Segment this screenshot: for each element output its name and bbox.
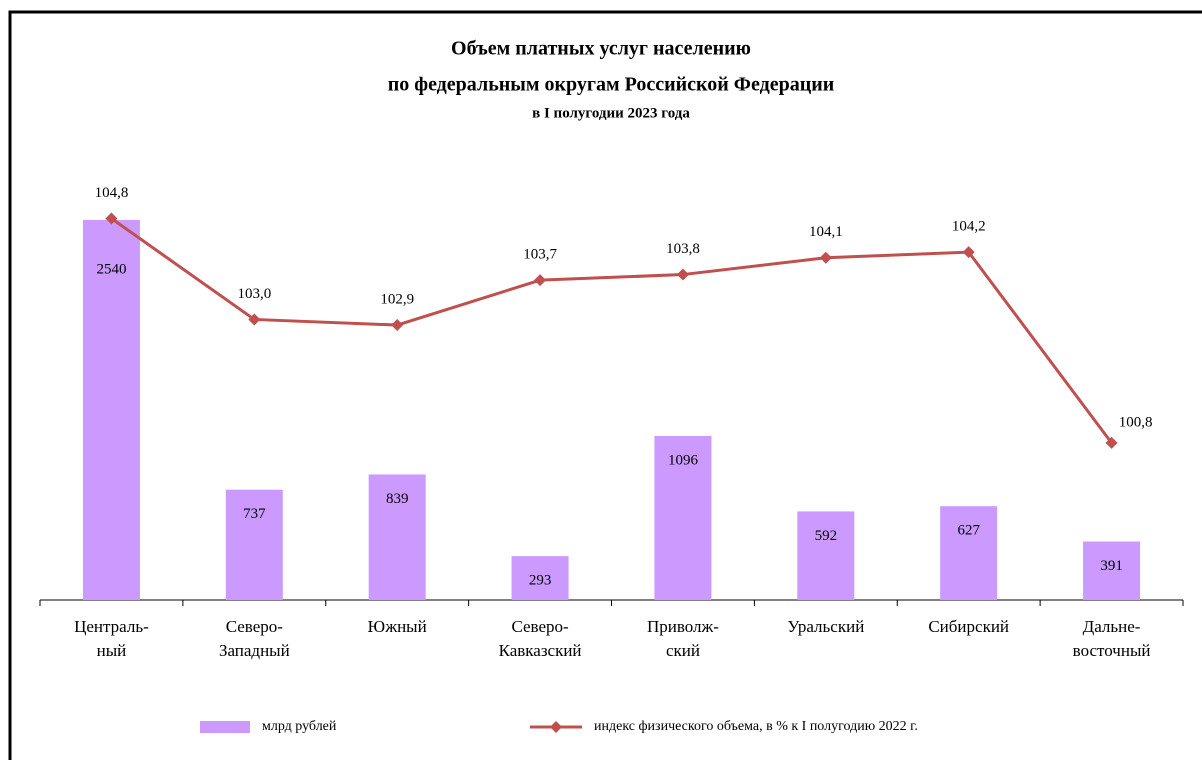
data-label: 293: [529, 573, 552, 589]
data-label: 1096: [668, 452, 699, 468]
x-tick-label: Северо-: [511, 617, 569, 636]
data-label: 104,8: [95, 185, 129, 201]
data-label: 627: [957, 523, 980, 539]
line-marker: [534, 274, 547, 287]
legend-swatch: [200, 721, 250, 733]
data-label: 391: [1100, 558, 1123, 574]
bar: [654, 436, 712, 600]
x-tick-label: Южный: [368, 617, 427, 636]
chart-subtitle: в I полугодии 2023 года: [532, 105, 690, 121]
x-tick-label: Сибирский: [928, 617, 1009, 636]
frame: [8, 10, 1202, 760]
data-label: 839: [386, 491, 409, 507]
x-tick-label: Дальне-: [1083, 617, 1141, 636]
line-marker: [819, 251, 832, 264]
data-label: 592: [815, 528, 838, 544]
x-tick-label: Приволж-: [647, 617, 719, 636]
data-label: 737: [243, 506, 266, 522]
line-marker: [962, 246, 975, 259]
x-tick-label: Западный: [219, 641, 290, 660]
line-marker: [391, 319, 404, 332]
data-label: 104,2: [952, 219, 986, 235]
data-label: 103,7: [523, 247, 557, 263]
legend-label: индекс физического объема, в % к I полуг…: [594, 719, 918, 734]
legend-marker: [550, 721, 562, 733]
x-tick-label: Северо-: [226, 617, 284, 636]
x-tick-label: Централь-: [74, 617, 149, 636]
chart-title: Объем платных услуг населению: [451, 38, 751, 60]
line-marker: [1105, 436, 1118, 449]
line-marker: [676, 268, 689, 281]
bar: [82, 219, 140, 600]
chart-subtitle: по федеральным округам Российской Федера…: [388, 74, 835, 96]
data-label: 100,8: [1119, 414, 1153, 430]
data-label: 104,1: [809, 224, 843, 240]
bar: [797, 511, 855, 600]
line-marker: [105, 212, 118, 225]
x-tick-label: Кавказский: [499, 641, 582, 660]
bar: [225, 489, 283, 600]
x-tick-label: ный: [97, 641, 127, 660]
line-marker: [248, 313, 261, 326]
data-label: 102,9: [380, 291, 414, 307]
bar: [368, 474, 426, 600]
x-tick-label: восточный: [1073, 641, 1151, 660]
data-label: 103,8: [666, 241, 700, 257]
line: [110, 217, 1113, 444]
bar: [511, 556, 569, 600]
legend-label: млрд рублей: [262, 719, 337, 734]
bar: [940, 506, 998, 600]
data-label: 103,0: [237, 286, 271, 302]
data-label: 2540: [96, 261, 126, 277]
x-tick-label: Уральский: [787, 617, 864, 636]
bar: [1083, 541, 1141, 600]
x-tick-label: ский: [666, 641, 700, 660]
